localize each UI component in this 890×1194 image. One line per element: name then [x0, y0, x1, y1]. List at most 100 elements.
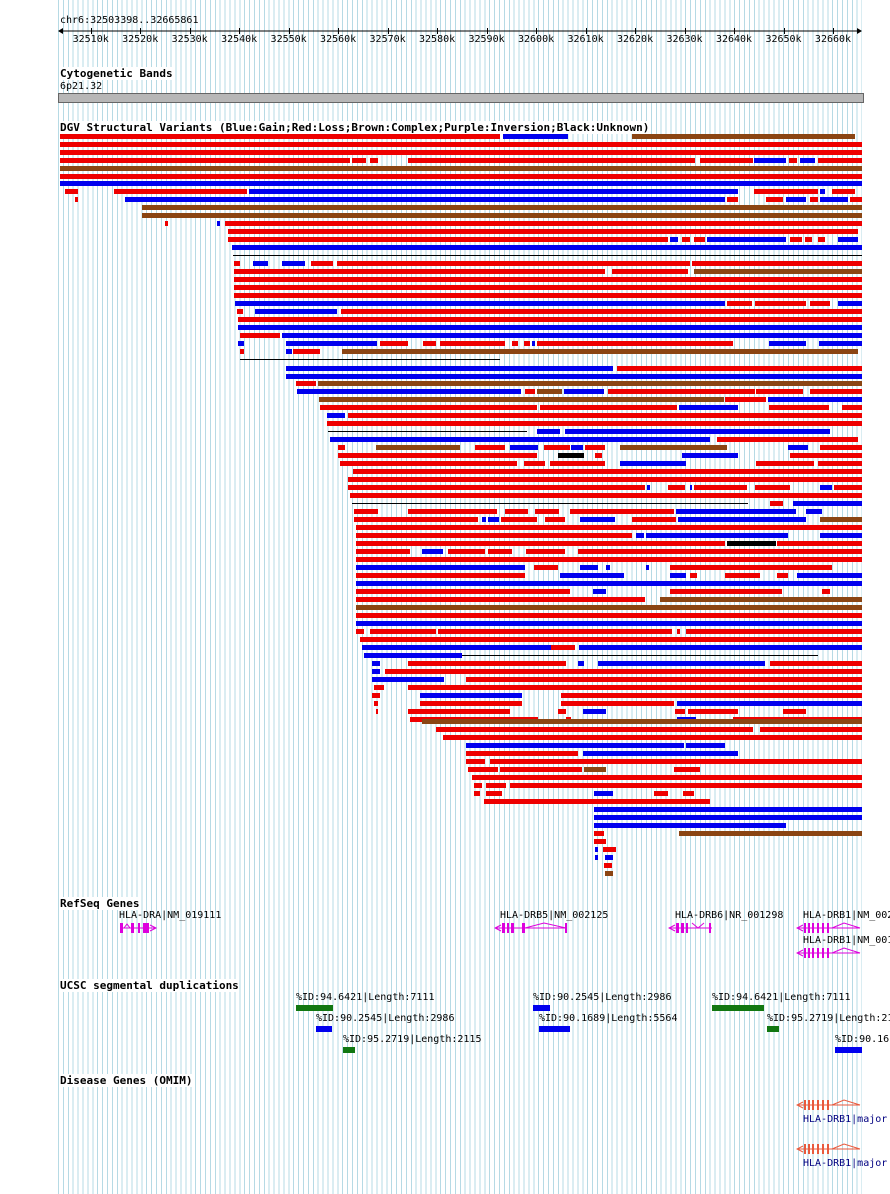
- gain-variant[interactable]: [422, 549, 443, 554]
- loss-variant[interactable]: [337, 261, 690, 266]
- loss-variant[interactable]: [338, 445, 345, 450]
- gain-variant[interactable]: [125, 197, 725, 202]
- loss-variant[interactable]: [617, 366, 862, 371]
- gain-variant[interactable]: [362, 645, 551, 650]
- loss-variant[interactable]: [694, 485, 747, 490]
- loss-variant[interactable]: [769, 405, 829, 410]
- gain-variant[interactable]: [286, 366, 613, 371]
- loss-variant[interactable]: [354, 517, 478, 522]
- gain-variant[interactable]: [646, 533, 788, 538]
- loss-variant[interactable]: [500, 767, 582, 772]
- segdup-label[interactable]: %ID:90.2545|Length:2986: [316, 1013, 455, 1024]
- loss-variant[interactable]: [818, 237, 825, 242]
- gain-variant[interactable]: [593, 589, 606, 594]
- gain-variant[interactable]: [682, 453, 738, 458]
- loss-variant[interactable]: [466, 759, 485, 764]
- loss-variant[interactable]: [790, 237, 802, 242]
- loss-variant[interactable]: [700, 158, 753, 163]
- complex-variant[interactable]: [632, 134, 855, 139]
- gain-variant[interactable]: [327, 413, 345, 418]
- gain-variant[interactable]: [537, 429, 560, 434]
- omim-gene-label[interactable]: HLA-DRB1|major: [803, 1114, 888, 1125]
- gene-label[interactable]: HLA-DRA|NM_019111: [119, 910, 222, 921]
- loss-variant[interactable]: [686, 629, 862, 634]
- unknown-variant[interactable]: [328, 431, 527, 432]
- loss-variant[interactable]: [603, 847, 616, 852]
- loss-variant[interactable]: [818, 461, 862, 466]
- gain-variant[interactable]: [217, 221, 220, 226]
- gain-variant[interactable]: [820, 485, 832, 490]
- loss-variant[interactable]: [632, 517, 676, 522]
- gain-variant[interactable]: [786, 197, 806, 202]
- loss-variant[interactable]: [545, 517, 565, 522]
- gain-variant[interactable]: [647, 485, 650, 490]
- loss-variant[interactable]: [408, 685, 862, 690]
- gain-variant[interactable]: [583, 709, 606, 714]
- gain-variant[interactable]: [580, 517, 615, 522]
- gain-variant[interactable]: [686, 743, 725, 748]
- loss-variant[interactable]: [755, 301, 806, 306]
- loss-variant[interactable]: [558, 709, 566, 714]
- loss-variant[interactable]: [505, 509, 528, 514]
- omim-gene-model[interactable]: [796, 1098, 862, 1112]
- gain-variant[interactable]: [238, 341, 244, 346]
- gain-variant[interactable]: [594, 815, 862, 820]
- gain-variant[interactable]: [286, 341, 377, 346]
- gain-variant[interactable]: [372, 669, 380, 674]
- loss-variant[interactable]: [594, 839, 606, 844]
- loss-variant[interactable]: [448, 549, 485, 554]
- complex-variant[interactable]: [694, 269, 862, 274]
- loss-variant[interactable]: [550, 461, 605, 466]
- loss-variant[interactable]: [537, 341, 733, 346]
- loss-variant[interactable]: [374, 701, 378, 706]
- loss-variant[interactable]: [755, 485, 790, 490]
- loss-variant[interactable]: [842, 405, 862, 410]
- position-ruler[interactable]: 32510k 32520k 32530k 32540k 32550k 32560k 3257…: [58, 26, 862, 48]
- loss-variant[interactable]: [790, 453, 862, 458]
- gain-variant[interactable]: [819, 341, 862, 346]
- loss-variant[interactable]: [466, 751, 578, 756]
- loss-variant[interactable]: [356, 557, 862, 562]
- gain-variant[interactable]: [235, 301, 725, 306]
- loss-variant[interactable]: [296, 381, 316, 386]
- loss-variant[interactable]: [524, 461, 545, 466]
- loss-variant[interactable]: [420, 701, 522, 706]
- gain-variant[interactable]: [532, 341, 535, 346]
- loss-variant[interactable]: [438, 629, 672, 634]
- loss-variant[interactable]: [677, 629, 680, 634]
- gene-model-hla-drb5[interactable]: [494, 921, 569, 935]
- loss-variant[interactable]: [234, 269, 605, 274]
- loss-variant[interactable]: [238, 317, 862, 322]
- loss-variant[interactable]: [356, 533, 632, 538]
- loss-variant[interactable]: [234, 261, 240, 266]
- gain-variant[interactable]: [583, 751, 738, 756]
- loss-variant[interactable]: [468, 767, 498, 772]
- loss-variant[interactable]: [810, 389, 862, 394]
- segdup-feature[interactable]: [533, 1005, 550, 1011]
- loss-variant[interactable]: [165, 221, 168, 226]
- loss-variant[interactable]: [474, 783, 482, 788]
- segdup-feature[interactable]: [343, 1047, 355, 1053]
- loss-variant[interactable]: [608, 389, 755, 394]
- segdup-label[interactable]: %ID:90.2545|Length:2986: [533, 992, 672, 1003]
- loss-variant[interactable]: [805, 237, 812, 242]
- gene-label[interactable]: HLA-DRB5|NM_002125: [500, 910, 609, 921]
- loss-variant[interactable]: [360, 637, 862, 642]
- loss-variant[interactable]: [408, 158, 695, 163]
- loss-variant[interactable]: [60, 158, 350, 163]
- loss-variant[interactable]: [354, 509, 378, 514]
- gain-variant[interactable]: [420, 693, 522, 698]
- gain-variant[interactable]: [232, 245, 862, 250]
- loss-variant[interactable]: [822, 589, 830, 594]
- loss-variant[interactable]: [727, 301, 752, 306]
- gain-variant[interactable]: [605, 855, 613, 860]
- loss-variant[interactable]: [820, 445, 862, 450]
- loss-variant[interactable]: [551, 645, 575, 650]
- gene-model-hla-dra[interactable]: [119, 921, 159, 935]
- loss-variant[interactable]: [725, 397, 766, 402]
- gain-variant[interactable]: [594, 791, 613, 796]
- loss-variant[interactable]: [356, 573, 525, 578]
- gain-variant[interactable]: [356, 621, 862, 626]
- gain-variant[interactable]: [678, 517, 806, 522]
- loss-variant[interactable]: [810, 301, 830, 306]
